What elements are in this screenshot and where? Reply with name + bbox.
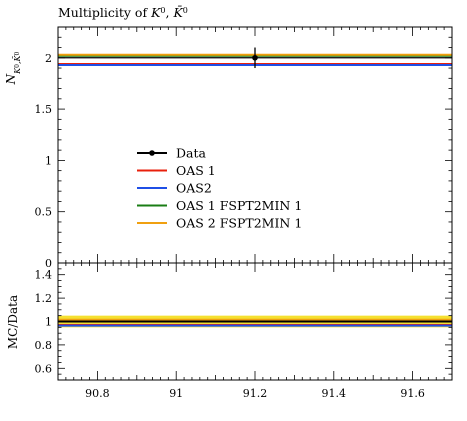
legend-marker (149, 150, 155, 156)
xtick-label: 91 (169, 387, 183, 400)
xtick-label: 91.2 (243, 387, 268, 400)
ratio-panel: 0.6 0.8 1 1.2 1.4 (35, 262, 453, 381)
main-ytick-label: 1.5 (35, 103, 53, 116)
legend-label-2: OAS 1 (176, 163, 216, 178)
main-ytick-label: 2 (45, 52, 52, 65)
ratio-ytick-label: 1.4 (35, 269, 53, 282)
xtick-label: 91.4 (322, 387, 347, 400)
main-ytick-label: 1 (45, 154, 52, 167)
chart-title: Multiplicity of K0, K̄0 (58, 5, 188, 20)
legend: Data OAS 1 OAS2 OAS 1 FSPT2MIN 1 OAS 2 FSPT2… (137, 146, 302, 231)
main-panel: 0 0.5 1 1.5 2 (35, 26, 453, 270)
ratio-ytick-label: 0.8 (35, 339, 53, 352)
xtick-label: 91.6 (400, 387, 425, 400)
legend-label-4: OAS 1 FSPT2MIN 1 (176, 198, 302, 213)
x-axis: 90.8 91 91.2 91.4 91.6 (57, 263, 453, 400)
legend-label-1: Data (176, 146, 206, 161)
main-ylabel: NK0,K̄0 (4, 51, 22, 85)
legend-label-3: OAS2 (176, 181, 212, 196)
ratio-ylabel: MC/Data (6, 295, 20, 349)
ratio-ytick-label: 1 (45, 316, 52, 329)
xtick-label: 90.8 (85, 387, 110, 400)
ratio-ytick-label: 1.2 (35, 292, 53, 305)
legend-label-5: OAS 2 FSPT2MIN 1 (176, 216, 302, 231)
main-ytick-label: 0.5 (35, 206, 53, 219)
ratio-ytick-label: 0.6 (35, 362, 53, 375)
main-ytick-label: 0 (45, 257, 52, 270)
